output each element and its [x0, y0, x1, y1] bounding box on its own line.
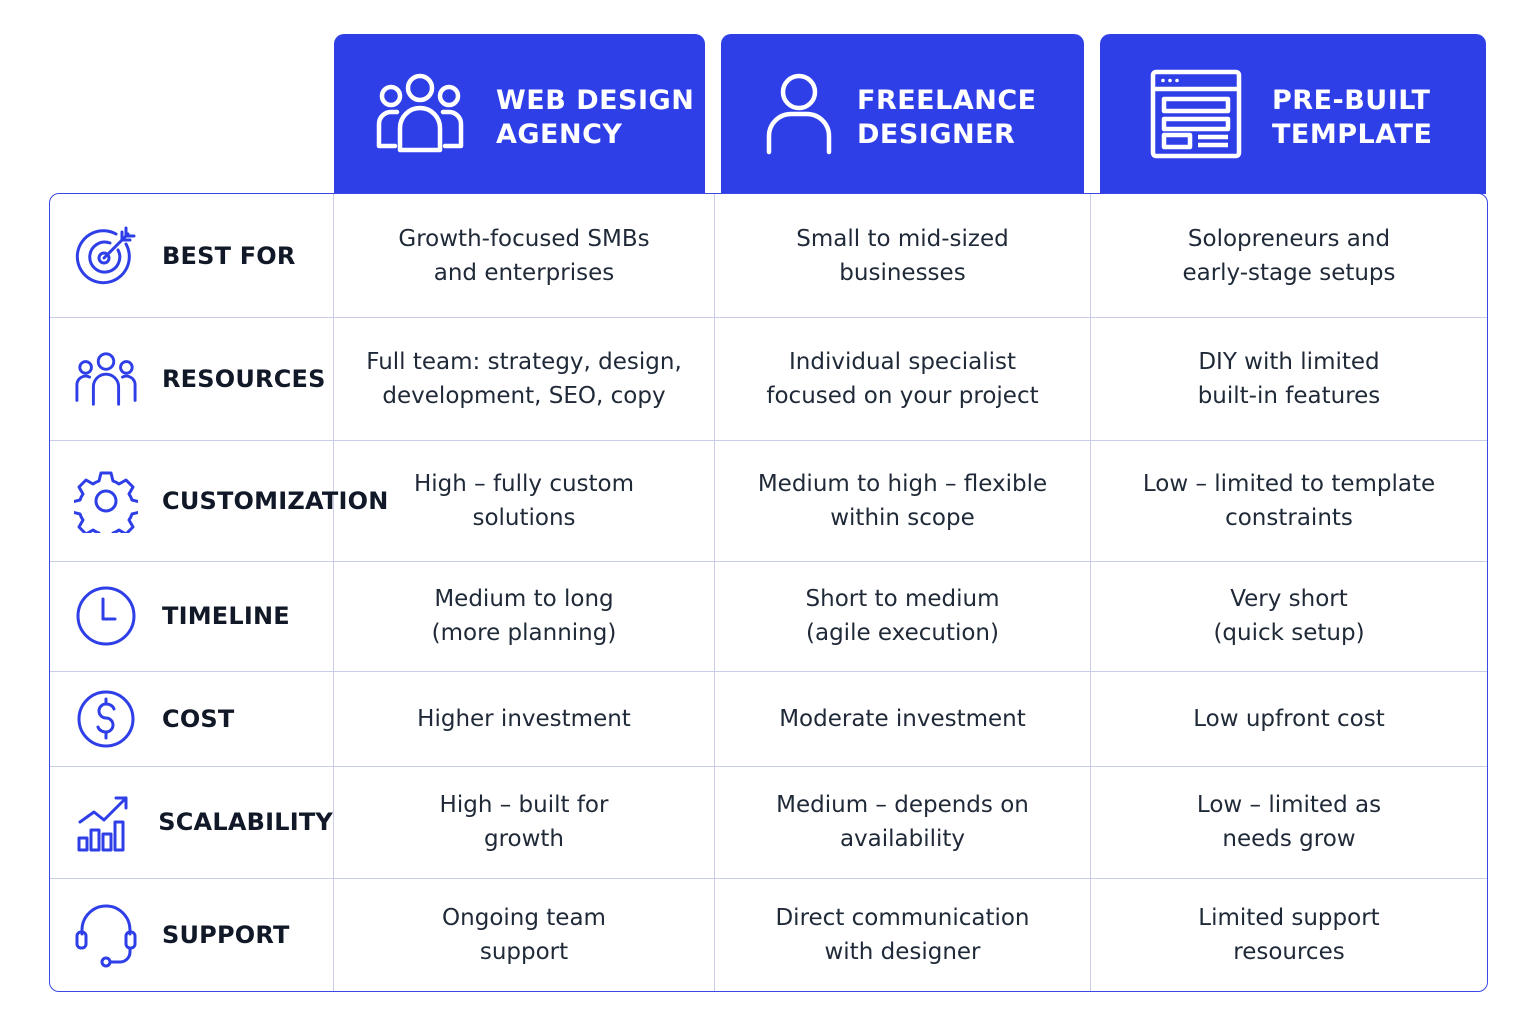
table-cell: Direct communication with designer [715, 878, 1091, 991]
table-cell: Individual specialist focused on your pr… [715, 317, 1091, 440]
table-cell: Low upfront cost [1193, 705, 1385, 732]
row-header: SUPPORT [50, 878, 334, 991]
target-icon [74, 224, 138, 288]
table-row-timeline: TIMELINE Medium to long (more planning) … [50, 561, 1487, 672]
row-header: COST [50, 671, 334, 766]
table-cell: Moderate investment [715, 671, 1091, 766]
table-row-best-for: BEST FOR Growth-focused SMBs and enterpr… [50, 194, 1487, 318]
row-label: RESOURCES [162, 364, 326, 393]
table-row-scalability: SCALABILITY High – built for growth Medi… [50, 766, 1487, 879]
column-title: PRE-BUILT TEMPLATE [1272, 85, 1433, 150]
table-cell: Full team: strategy, design, development… [334, 317, 715, 440]
row-header: SCALABILITY [50, 766, 334, 878]
column-header-template: PRE-BUILT TEMPLATE [1100, 34, 1486, 194]
template-icon [1146, 64, 1246, 164]
column-title: WEB DESIGN AGENCY [496, 85, 695, 150]
column-header-freelance: FREELANCE DESIGNER [721, 34, 1084, 194]
table-row-cost: COST Higher investment Moderate investme… [50, 671, 1487, 767]
table-cell: Medium to high – flexible within scope [715, 440, 1091, 561]
table-cell: Ongoing team support [334, 878, 715, 991]
table-cell: Low – limited to template constraints [1142, 470, 1436, 531]
table-cell: Limited support resources [1198, 904, 1380, 965]
table-cell: Low – limited as needs grow [1196, 792, 1382, 852]
table-cell: Small to mid-sized businesses [715, 194, 1091, 317]
table-row-resources: RESOURCES Full team: strategy, design, d… [50, 317, 1487, 441]
growth-chart-icon [74, 790, 134, 854]
table-cell: Very short (quick setup) [1213, 586, 1365, 646]
table-cell: Solopreneurs and early-stage setups [1182, 225, 1396, 286]
team-icon [370, 64, 470, 164]
table-row-support: SUPPORT Ongoing team support Direct comm… [50, 878, 1487, 991]
table-cell: DIY with limited built-in features [1197, 348, 1381, 409]
row-label: BEST FOR [162, 241, 296, 270]
headset-icon [74, 903, 138, 967]
column-header-agency: WEB DESIGN AGENCY [334, 34, 705, 194]
row-label: TIMELINE [162, 602, 290, 630]
user-icon [749, 64, 849, 164]
row-header: TIMELINE [50, 561, 334, 671]
row-header: CUSTOMIZATION [50, 440, 388, 561]
table-cell: Higher investment [334, 671, 715, 766]
row-header: BEST FOR [50, 194, 334, 317]
comparison-table: BEST FOR Growth-focused SMBs and enterpr… [49, 193, 1488, 992]
table-cell: Growth-focused SMBs and enterprises [334, 194, 715, 317]
people-icon [74, 347, 138, 411]
table-cell: Medium to long (more planning) [334, 561, 715, 671]
table-cell: Medium – depends on availability [715, 766, 1091, 878]
gear-icon [74, 469, 138, 533]
table-cell: High – fully custom solutions [334, 440, 715, 561]
row-label: SCALABILITY [158, 808, 333, 836]
dollar-icon [74, 687, 138, 751]
table-cell: High – built for growth [334, 766, 715, 878]
table-row-customization: CUSTOMIZATION High – fully custom soluti… [50, 440, 1487, 562]
clock-icon [74, 584, 138, 648]
row-label: CUSTOMIZATION [162, 486, 389, 515]
column-title: FREELANCE DESIGNER [857, 85, 1037, 150]
table-cell: Short to medium (agile execution) [715, 561, 1091, 671]
row-label: SUPPORT [162, 920, 290, 949]
row-label: COST [162, 704, 235, 733]
row-header: RESOURCES [50, 317, 334, 440]
